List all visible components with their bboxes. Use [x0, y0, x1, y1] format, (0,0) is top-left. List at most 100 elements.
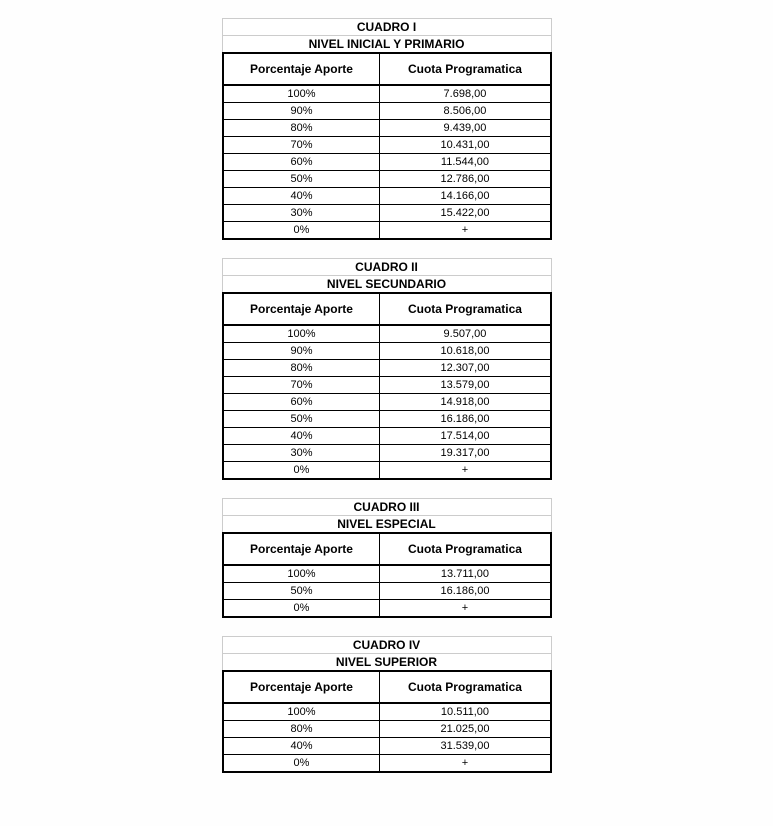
cell-aporte: 30%	[223, 205, 380, 222]
table-row: 50%12.786,00	[223, 171, 551, 188]
cell-cuota: 19.317,00	[380, 445, 551, 462]
table-row: 100%9.507,00	[223, 325, 551, 343]
table-block-2: CUADRO II NIVEL SECUNDARIO Porcentaje Ap…	[222, 258, 552, 480]
cell-cuota: +	[380, 222, 551, 240]
cell-cuota: 8.506,00	[380, 103, 551, 120]
cell-cuota: +	[380, 755, 551, 773]
table-row: 0%+	[223, 222, 551, 240]
cell-cuota: 16.186,00	[380, 583, 551, 600]
cell-aporte: 100%	[223, 565, 380, 583]
cell-aporte: 50%	[223, 411, 380, 428]
cell-cuota: 21.025,00	[380, 721, 551, 738]
cell-aporte: 100%	[223, 703, 380, 721]
data-table-3: Porcentaje Aporte Cuota Programatica 100…	[222, 532, 552, 618]
table-title-3a: CUADRO III	[222, 498, 552, 515]
cell-cuota: 15.422,00	[380, 205, 551, 222]
cell-aporte: 50%	[223, 583, 380, 600]
col-header-aporte: Porcentaje Aporte	[223, 671, 380, 703]
cell-aporte: 90%	[223, 103, 380, 120]
table-row: 50%16.186,00	[223, 411, 551, 428]
data-table-4: Porcentaje Aporte Cuota Programatica 100…	[222, 670, 552, 773]
col-header-cuota: Cuota Programatica	[380, 293, 551, 325]
cell-aporte: 80%	[223, 120, 380, 137]
cell-cuota: +	[380, 462, 551, 480]
cell-cuota: 14.918,00	[380, 394, 551, 411]
table-row: 90%10.618,00	[223, 343, 551, 360]
col-header-cuota: Cuota Programatica	[380, 671, 551, 703]
table-row: 100%10.511,00	[223, 703, 551, 721]
table-row: 80%21.025,00	[223, 721, 551, 738]
cell-cuota: 11.544,00	[380, 154, 551, 171]
cell-aporte: 40%	[223, 188, 380, 205]
col-header-aporte: Porcentaje Aporte	[223, 293, 380, 325]
cell-aporte: 0%	[223, 462, 380, 480]
cell-cuota: 17.514,00	[380, 428, 551, 445]
table-row: 40%31.539,00	[223, 738, 551, 755]
table-title-2b: NIVEL SECUNDARIO	[222, 275, 552, 292]
cell-cuota: 9.439,00	[380, 120, 551, 137]
cell-aporte: 0%	[223, 755, 380, 773]
table-row: 100%7.698,00	[223, 85, 551, 103]
table-row: 0%+	[223, 462, 551, 480]
table-row: 100%13.711,00	[223, 565, 551, 583]
table-block-4: CUADRO IV NIVEL SUPERIOR Porcentaje Apor…	[222, 636, 552, 773]
data-table-1: Porcentaje Aporte Cuota Programatica 100…	[222, 52, 552, 240]
cell-cuota: 12.307,00	[380, 360, 551, 377]
page: CUADRO I NIVEL INICIAL Y PRIMARIO Porcen…	[222, 0, 552, 791]
table-row: 40%17.514,00	[223, 428, 551, 445]
cell-cuota: +	[380, 600, 551, 618]
cell-aporte: 50%	[223, 171, 380, 188]
table-row: 90%8.506,00	[223, 103, 551, 120]
cell-aporte: 0%	[223, 222, 380, 240]
table-row: 70%13.579,00	[223, 377, 551, 394]
table-title-1a: CUADRO I	[222, 18, 552, 35]
cell-aporte: 60%	[223, 394, 380, 411]
cell-aporte: 60%	[223, 154, 380, 171]
table-row: 0%+	[223, 600, 551, 618]
table-block-1: CUADRO I NIVEL INICIAL Y PRIMARIO Porcen…	[222, 18, 552, 240]
cell-aporte: 30%	[223, 445, 380, 462]
cell-cuota: 10.511,00	[380, 703, 551, 721]
cell-cuota: 10.431,00	[380, 137, 551, 154]
cell-cuota: 16.186,00	[380, 411, 551, 428]
table-title-4b: NIVEL SUPERIOR	[222, 653, 552, 670]
table-title-2a: CUADRO II	[222, 258, 552, 275]
cell-cuota: 12.786,00	[380, 171, 551, 188]
cell-aporte: 0%	[223, 600, 380, 618]
cell-cuota: 9.507,00	[380, 325, 551, 343]
cell-cuota: 13.711,00	[380, 565, 551, 583]
cell-aporte: 80%	[223, 721, 380, 738]
col-header-aporte: Porcentaje Aporte	[223, 533, 380, 565]
cell-aporte: 90%	[223, 343, 380, 360]
cell-aporte: 70%	[223, 137, 380, 154]
table-row: 70%10.431,00	[223, 137, 551, 154]
table-title-3b: NIVEL ESPECIAL	[222, 515, 552, 532]
cell-cuota: 10.618,00	[380, 343, 551, 360]
col-header-aporte: Porcentaje Aporte	[223, 53, 380, 85]
data-table-2: Porcentaje Aporte Cuota Programatica 100…	[222, 292, 552, 480]
cell-aporte: 40%	[223, 738, 380, 755]
table-row: 80%9.439,00	[223, 120, 551, 137]
cell-cuota: 31.539,00	[380, 738, 551, 755]
table-row: 30%19.317,00	[223, 445, 551, 462]
table-title-4a: CUADRO IV	[222, 636, 552, 653]
cell-cuota: 7.698,00	[380, 85, 551, 103]
col-header-cuota: Cuota Programatica	[380, 53, 551, 85]
cell-aporte: 40%	[223, 428, 380, 445]
cell-aporte: 70%	[223, 377, 380, 394]
table-row: 0%+	[223, 755, 551, 773]
table-row: 40%14.166,00	[223, 188, 551, 205]
table-block-3: CUADRO III NIVEL ESPECIAL Porcentaje Apo…	[222, 498, 552, 618]
table-row: 80%12.307,00	[223, 360, 551, 377]
cell-aporte: 80%	[223, 360, 380, 377]
table-row: 50%16.186,00	[223, 583, 551, 600]
table-row: 30%15.422,00	[223, 205, 551, 222]
cell-cuota: 13.579,00	[380, 377, 551, 394]
cell-aporte: 100%	[223, 85, 380, 103]
cell-cuota: 14.166,00	[380, 188, 551, 205]
table-row: 60%14.918,00	[223, 394, 551, 411]
cell-aporte: 100%	[223, 325, 380, 343]
table-title-1b: NIVEL INICIAL Y PRIMARIO	[222, 35, 552, 52]
table-row: 60%11.544,00	[223, 154, 551, 171]
col-header-cuota: Cuota Programatica	[380, 533, 551, 565]
